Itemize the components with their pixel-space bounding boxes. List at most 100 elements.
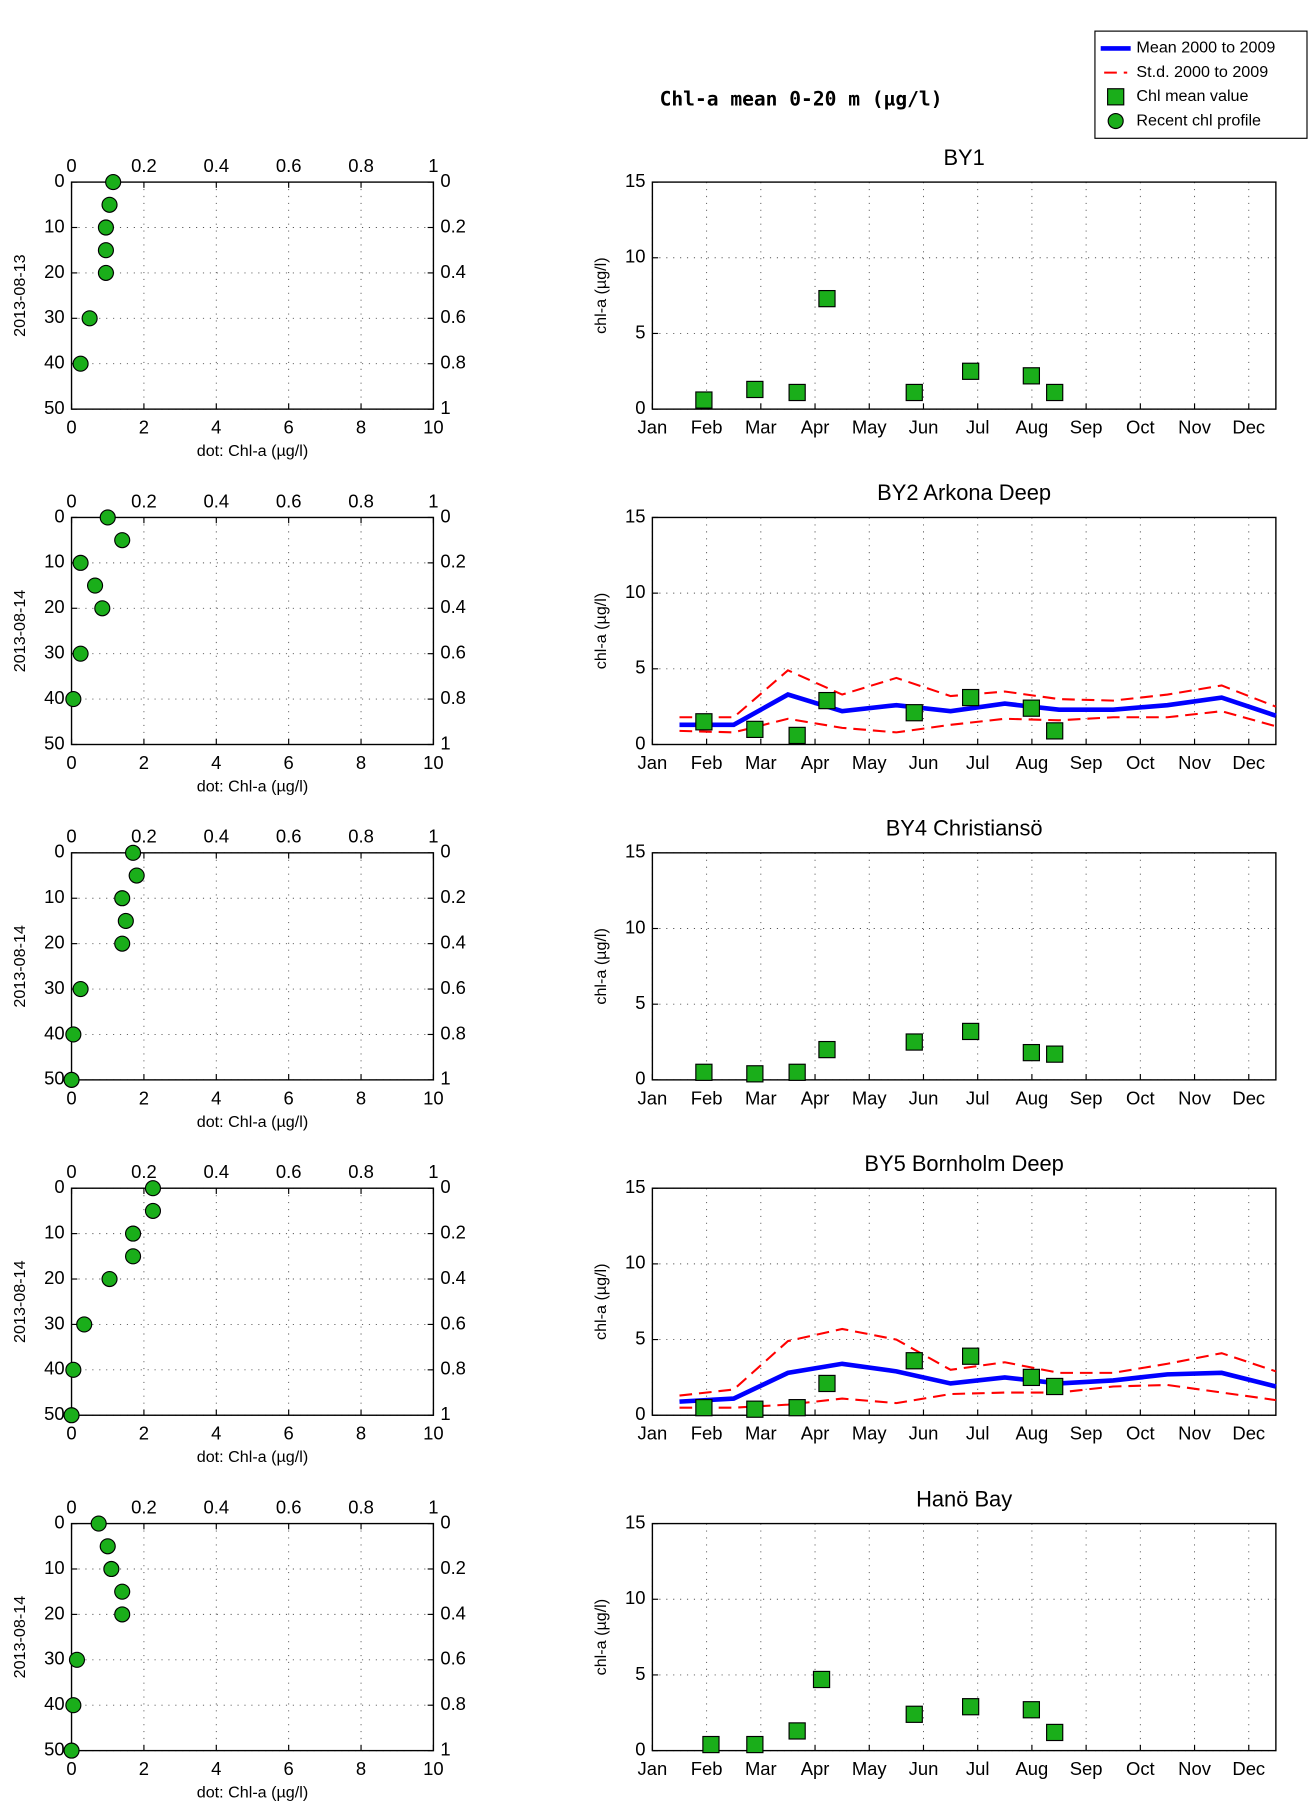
- y-tick-label: 0: [54, 1511, 64, 1532]
- y2-tick-label: 0.6: [440, 306, 466, 327]
- mean-square: [1046, 1045, 1064, 1063]
- mean-square: [818, 691, 836, 710]
- x2-tick-label: 0.8: [348, 1496, 374, 1517]
- mean-square: [961, 688, 980, 707]
- y-tick-label: 30: [44, 1312, 64, 1333]
- x-tick-label: May: [852, 1423, 888, 1444]
- mean-square: [702, 1735, 720, 1754]
- y-axis-label: chl-a (µg/l): [592, 257, 610, 333]
- y-tick-label: 0: [635, 1738, 645, 1759]
- y-tick-label: 10: [625, 581, 646, 602]
- profile-dot: [101, 1270, 118, 1288]
- profile-dot: [124, 844, 142, 861]
- profile-dot: [94, 600, 111, 617]
- x-tick-label: Mar: [745, 417, 777, 438]
- x-tick-label: Nov: [1178, 417, 1212, 438]
- mean-square: [746, 720, 764, 739]
- x2-tick-label: 0.2: [131, 826, 157, 847]
- x-tick-label: Jul: [966, 1087, 990, 1108]
- profile-dot: [114, 1606, 131, 1623]
- y-tick-label: 0: [54, 841, 64, 862]
- profile-dot: [103, 1560, 120, 1578]
- y-tick-label: 30: [44, 1648, 64, 1669]
- profile-dot: [114, 532, 131, 549]
- x-tick-label: 4: [211, 1087, 221, 1108]
- mean-square: [905, 704, 923, 722]
- x-tick-label: 10: [423, 752, 443, 773]
- x2-tick-label: 0: [66, 155, 76, 176]
- y2-tick-label: 0: [440, 1176, 450, 1197]
- mean-square: [1022, 699, 1041, 717]
- mean-square: [695, 1399, 713, 1417]
- profile-dot: [65, 1361, 82, 1378]
- std-line: [679, 710, 1277, 734]
- x-axis-label: dot: Chl-a (µg/l): [197, 777, 308, 795]
- x2-tick-label: 0.8: [348, 826, 374, 847]
- mean-square: [1022, 1368, 1041, 1387]
- x2-tick-label: 0.2: [131, 490, 157, 511]
- x-tick-label: Jul: [966, 752, 990, 773]
- profile-dot: [124, 1225, 142, 1242]
- x-tick-label: 6: [284, 1087, 294, 1108]
- y2-tick-label: 0.8: [440, 687, 466, 708]
- profile-dot: [114, 935, 131, 952]
- mean-line: [679, 692, 1277, 728]
- x-tick-label: 0: [66, 1423, 76, 1444]
- y-tick-label: 0: [54, 505, 64, 526]
- y2-tick-label: 1: [440, 732, 450, 753]
- legend-label: Recent chl profile: [1136, 111, 1261, 129]
- x-tick-label: May: [852, 417, 888, 438]
- mean-square: [788, 726, 806, 745]
- y-tick-label: 0: [635, 397, 645, 418]
- x2-tick-label: 0: [66, 490, 76, 511]
- x-tick-label: 2: [139, 1087, 149, 1108]
- plot-frame: [70, 516, 435, 746]
- profile-dot: [81, 310, 98, 327]
- y-tick-label: 15: [625, 841, 646, 862]
- mean-square: [1022, 1043, 1041, 1062]
- legend-label: St.d. 2000 to 2009: [1136, 63, 1268, 81]
- x-tick-label: Jan: [638, 1758, 668, 1779]
- y-axis-label: chl-a (µg/l): [592, 593, 610, 669]
- plot-area: [652, 1188, 1276, 1416]
- y2-tick-label: 0.6: [440, 1648, 466, 1669]
- y2-tick-label: 0.6: [440, 977, 466, 998]
- x-tick-label: Aug: [1016, 752, 1049, 773]
- y-tick-label: 5: [635, 1327, 645, 1348]
- x2-tick-label: 1: [428, 1496, 438, 1517]
- x-tick-label: Sep: [1070, 417, 1103, 438]
- x-tick-label: Mar: [745, 1758, 777, 1779]
- y-tick-label: 15: [625, 170, 646, 191]
- y2-tick-label: 0: [440, 505, 450, 526]
- y2-tick-label: 0.2: [440, 1221, 466, 1242]
- mean-square: [905, 1033, 923, 1051]
- plot-area: [71, 852, 434, 1080]
- y-tick-label: 30: [44, 642, 64, 663]
- mean-square: [1046, 722, 1064, 740]
- y2-tick-label: 0.6: [440, 642, 466, 663]
- y2-tick-label: 1: [440, 1068, 450, 1089]
- x2-tick-label: 0.8: [348, 155, 374, 176]
- x-tick-label: 10: [423, 1423, 443, 1444]
- x-tick-label: 8: [356, 1087, 366, 1108]
- profile-dot: [97, 242, 114, 259]
- x-tick-label: Jun: [909, 1758, 939, 1779]
- profile-dot: [72, 355, 89, 372]
- x2-tick-label: 0.4: [203, 1496, 229, 1517]
- chart-title: Hanö Bay: [916, 1486, 1012, 1511]
- mean-square: [788, 1399, 806, 1417]
- x-tick-label: Dec: [1232, 1423, 1265, 1444]
- y-tick-label: 10: [625, 916, 646, 937]
- mean-square: [1046, 1377, 1064, 1396]
- x2-tick-label: 0.4: [203, 826, 229, 847]
- mean-square: [1046, 383, 1064, 402]
- x-tick-label: Sep: [1070, 1087, 1103, 1108]
- x-tick-label: Oct: [1126, 1087, 1155, 1108]
- x-tick-label: 2: [139, 752, 149, 773]
- y2-tick-label: 0.4: [440, 596, 466, 617]
- x-tick-label: Apr: [801, 752, 830, 773]
- x2-tick-label: 1: [428, 490, 438, 511]
- y-tick-label: 40: [44, 1358, 64, 1379]
- y-tick-label: 20: [44, 1267, 64, 1288]
- x2-tick-label: 0.6: [276, 826, 302, 847]
